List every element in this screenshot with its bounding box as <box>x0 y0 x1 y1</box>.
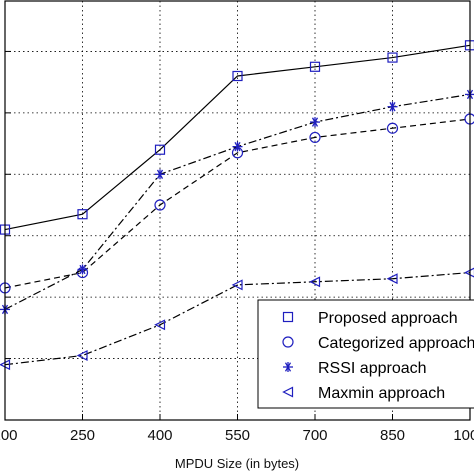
x-tick-label: 400 <box>147 427 172 444</box>
legend-marker-triangle-left <box>282 386 294 398</box>
series-line <box>4 118 471 289</box>
x-tick-label: 550 <box>225 427 250 444</box>
data-point-circle <box>154 199 166 211</box>
data-point-asterisk <box>155 169 165 180</box>
legend-label: Proposed approach <box>318 310 458 327</box>
x-axis-title: MPDU Size (in bytes) <box>175 456 299 471</box>
series-line <box>4 271 471 366</box>
data-point-triangle-left <box>309 276 321 288</box>
data-point-asterisk <box>310 117 320 128</box>
data-point-circle <box>386 122 399 134</box>
legend: Proposed approach Categorized approach RSS… <box>257 299 474 409</box>
data-point-square <box>309 61 321 72</box>
legend-marker-asterisk <box>283 362 293 372</box>
data-point-square <box>387 52 398 63</box>
legend-entry: RSSI approach <box>283 360 427 377</box>
legend-entry: Proposed approach <box>282 310 458 327</box>
data-point-asterisk <box>387 101 398 112</box>
legend-marker-square <box>282 311 294 323</box>
data-point-circle <box>309 131 321 144</box>
legend-label: Categorized approach <box>318 335 474 352</box>
data-point-square <box>77 209 88 220</box>
x-tick-label: 250 <box>70 427 95 444</box>
series-line <box>4 44 471 231</box>
grid <box>4 1 471 420</box>
plot-frame <box>4 0 471 421</box>
data-point-square <box>232 70 243 82</box>
legend-label: Maxmin approach <box>318 385 445 402</box>
data-point-triangle-left <box>76 350 88 361</box>
legend-box <box>257 299 474 409</box>
legend-label: RSSI approach <box>318 360 427 377</box>
data-point-triangle-left <box>231 279 243 291</box>
legend-entry: Categorized approach <box>282 335 474 352</box>
x-tick-label: 1000 <box>453 427 474 444</box>
x-tick-labels: 100 250 400 550 700 850 1000 <box>0 427 474 444</box>
data-point-triangle-left <box>154 319 166 331</box>
x-tick-label: 100 <box>0 427 18 444</box>
data-point-square <box>154 144 166 155</box>
data-point-asterisk <box>77 264 88 275</box>
legend-marker-circle <box>282 336 294 348</box>
data-point-triangle-left <box>386 273 398 285</box>
x-tick-label: 700 <box>302 427 327 444</box>
data-point-asterisk <box>232 141 243 152</box>
legend-entry: Maxmin approach <box>282 385 445 402</box>
x-tick-label: 850 <box>380 427 405 444</box>
